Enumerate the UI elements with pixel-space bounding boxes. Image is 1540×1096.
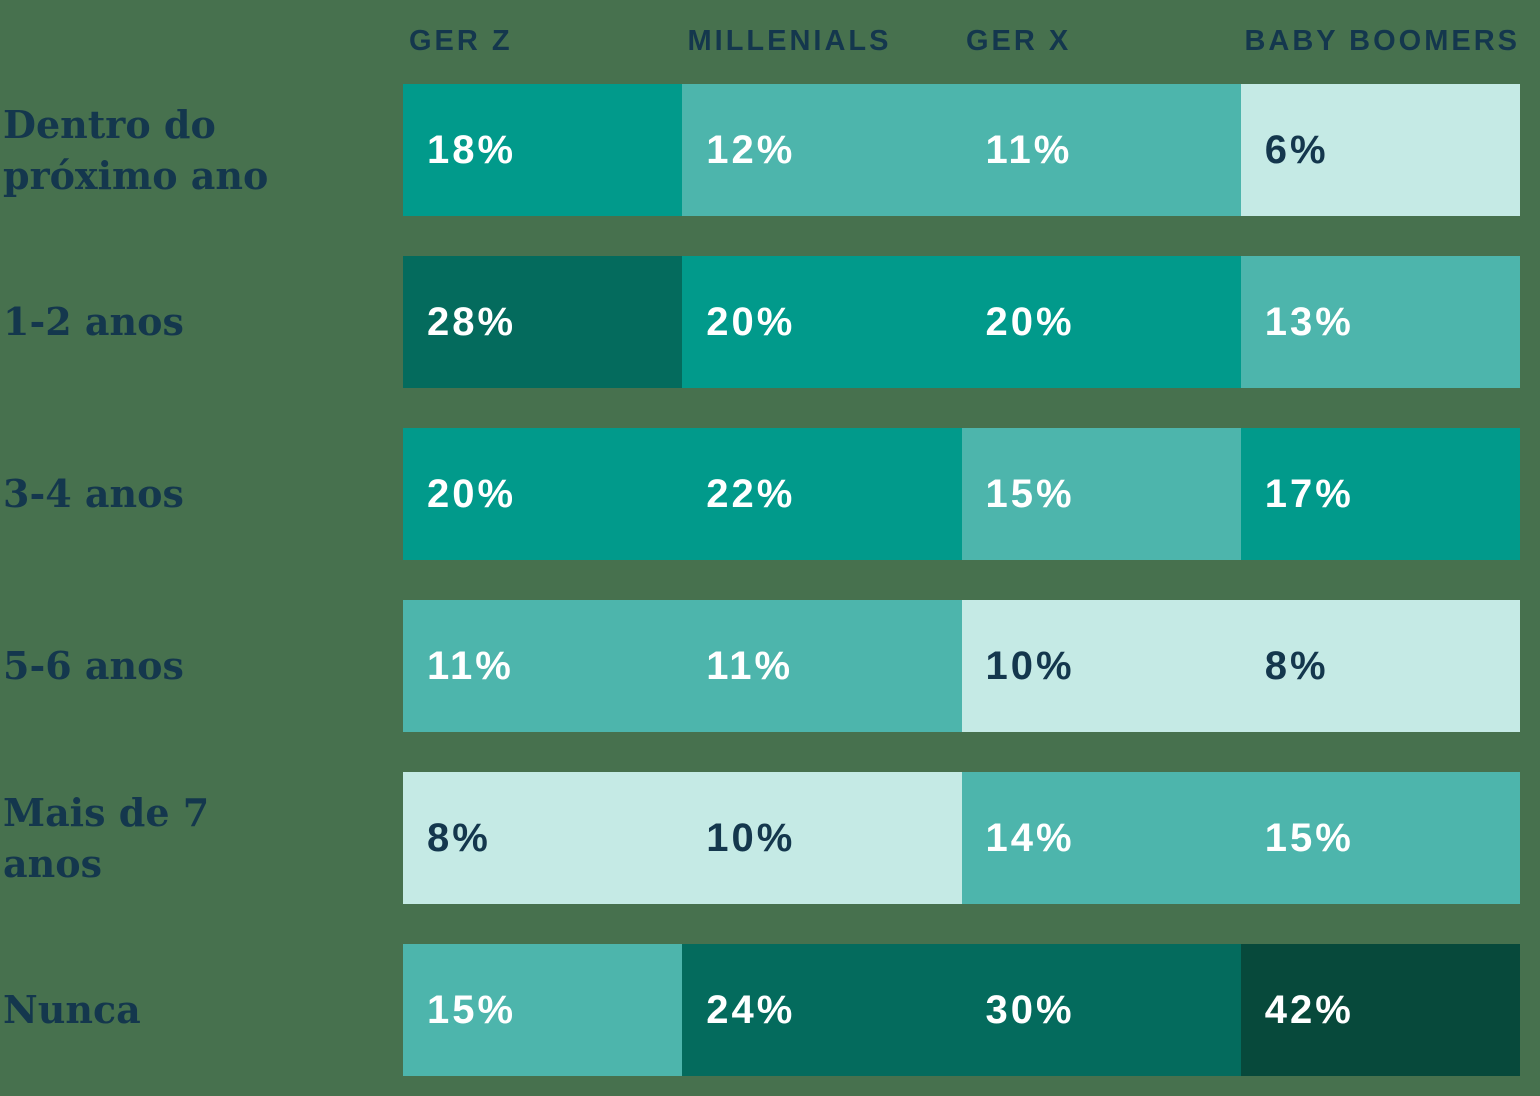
row-label: 5-6 anos (3, 643, 184, 689)
chart-row-mais-de-7-anos: Mais de 7 anos 8% 10% 14% 15% (0, 772, 1540, 904)
cell-value: 8% (427, 816, 491, 860)
cell-value: 13% (1264, 300, 1354, 344)
cell-value: 11% (427, 644, 514, 688)
cell-value: 17% (1264, 472, 1354, 516)
cell-value: 15% (1264, 816, 1354, 860)
chart-row-dentro-do-pr-ximo-ano: Dentro do próximo ano 18% 12% 11% 6% (0, 84, 1540, 216)
header-row: GER Z MILLENIALS GER X BABY BOOMERS (0, 0, 1540, 84)
cell-3-4-anos-baby-boomers: 17% (1240, 428, 1520, 560)
row-label: Nunca (3, 987, 141, 1033)
row-label: 1-2 anos (3, 299, 184, 345)
cell-value: 6% (1264, 128, 1329, 172)
cell-value: 12% (706, 128, 796, 172)
cell-5-6-anos-millenials: 11% (682, 600, 962, 732)
column-header-baby-boomers: BABY BOOMERS (1244, 25, 1521, 57)
row-label: Mais de 7 anos (3, 789, 210, 886)
column-header-ger-x: GER X (965, 25, 1072, 57)
chart-row-nunca: Nunca 15% 24% 30% 42% (0, 944, 1540, 1076)
rows-container: Dentro do próximo ano 18% 12% 11% 6% 1-2 anos… (0, 84, 1540, 1076)
cell-3-4-anos-ger-x: 15% (961, 428, 1241, 560)
cell-dentro-do-pr-ximo-ano-millenials: 12% (682, 84, 962, 216)
chart-row-3-4-anos: 3-4 anos 20% 22% 15% 17% (0, 428, 1540, 560)
cell-value: 20% (706, 300, 796, 344)
cell-mais-de-7-anos-millenials: 10% (682, 772, 962, 904)
cell-3-4-anos-millenials: 22% (682, 428, 962, 560)
cell-5-6-anos-ger-z: 11% (403, 600, 683, 732)
cell-value: 28% (427, 300, 517, 344)
cell-value: 18% (427, 128, 517, 172)
cell-1-2-anos-ger-x: 20% (961, 256, 1241, 388)
cell-nunca-baby-boomers: 42% (1240, 944, 1520, 1076)
cell-value: 15% (427, 988, 517, 1032)
cell-5-6-anos-baby-boomers: 8% (1240, 600, 1520, 732)
cell-mais-de-7-anos-ger-z: 8% (403, 772, 683, 904)
cell-dentro-do-pr-ximo-ano-ger-x: 11% (961, 84, 1241, 216)
cell-value: 14% (985, 816, 1075, 860)
cell-mais-de-7-anos-ger-x: 14% (961, 772, 1241, 904)
cell-value: 15% (985, 472, 1075, 516)
cell-value: 24% (706, 988, 796, 1032)
cell-value: 20% (427, 472, 517, 516)
cell-nunca-ger-x: 30% (961, 944, 1241, 1076)
cell-1-2-anos-baby-boomers: 13% (1240, 256, 1520, 388)
cell-value: 30% (985, 988, 1075, 1032)
column-header-millenials: MILLENIALS (687, 25, 892, 57)
cell-1-2-anos-ger-z: 28% (403, 256, 683, 388)
cell-value: 8% (1264, 644, 1329, 688)
cell-dentro-do-pr-ximo-ano-baby-boomers: 6% (1240, 84, 1520, 216)
cell-dentro-do-pr-ximo-ano-ger-z: 18% (403, 84, 683, 216)
cell-value: 11% (706, 644, 794, 688)
cell-5-6-anos-ger-x: 10% (961, 600, 1241, 732)
row-label: 3-4 anos (3, 471, 184, 517)
cell-1-2-anos-millenials: 20% (682, 256, 962, 388)
cell-value: 10% (985, 644, 1075, 688)
column-header-ger-z: GER Z (409, 25, 513, 57)
chart-row-5-6-anos: 5-6 anos 11% 11% 10% 8% (0, 600, 1540, 732)
cell-nunca-ger-z: 15% (403, 944, 683, 1076)
cell-3-4-anos-ger-z: 20% (403, 428, 683, 560)
cell-nunca-millenials: 24% (682, 944, 962, 1076)
row-label: Dentro do próximo ano (3, 101, 269, 198)
cell-value: 10% (706, 816, 796, 860)
cell-mais-de-7-anos-baby-boomers: 15% (1240, 772, 1520, 904)
cell-value: 42% (1264, 988, 1354, 1032)
chart-row-1-2-anos: 1-2 anos 28% 20% 20% 13% (0, 256, 1540, 388)
cell-value: 22% (706, 472, 796, 516)
cell-value: 11% (985, 128, 1073, 172)
cell-value: 20% (985, 300, 1075, 344)
